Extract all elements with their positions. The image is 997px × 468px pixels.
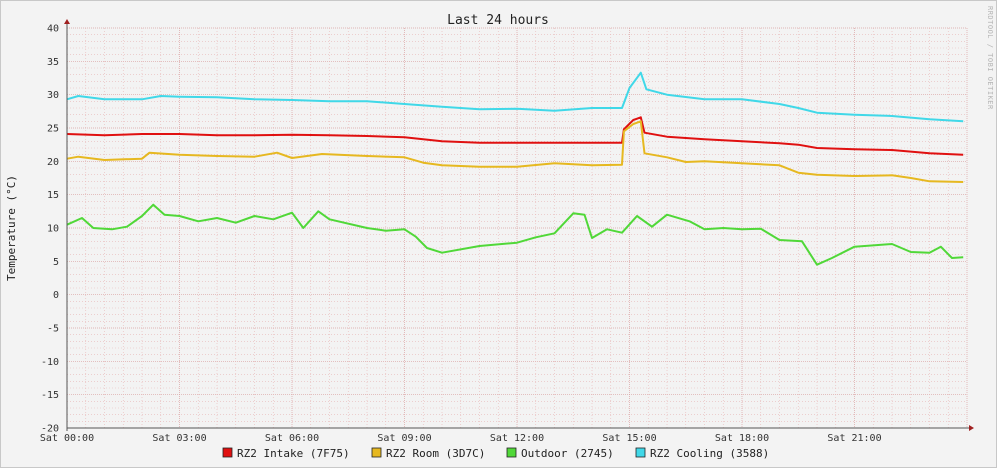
legend-label: RZ2 Cooling (3588) xyxy=(650,447,769,460)
series-line xyxy=(67,117,963,154)
chart-title: Last 24 hours xyxy=(447,13,549,28)
y-axis-label: Temperature (°C) xyxy=(5,175,18,281)
y-tick-label: -5 xyxy=(47,324,59,335)
legend: RZ2 Intake (7F75) RZ2 Room (3D7C) Outdoor … xyxy=(223,447,769,460)
series-lines xyxy=(67,73,963,265)
legend-label: RZ2 Intake (7F75) xyxy=(237,447,350,460)
series-line xyxy=(67,121,963,182)
legend-item: Outdoor (2745) xyxy=(507,447,614,460)
x-tick-label: Sat 21:00 xyxy=(827,433,881,444)
y-tick-label: -10 xyxy=(41,357,59,368)
y-tick-label: 5 xyxy=(53,257,59,268)
legend-item: RZ2 Cooling (3588) xyxy=(636,447,769,460)
y-axis-arrow xyxy=(64,19,70,24)
legend-label: Outdoor (2745) xyxy=(521,447,614,460)
legend-swatch xyxy=(636,448,645,457)
x-tick-label: Sat 18:00 xyxy=(715,433,769,444)
y-tick-label: -15 xyxy=(41,390,59,401)
rrdtool-watermark: RRDTOOL / TOBI OETIKER xyxy=(986,6,994,110)
series-line xyxy=(67,205,963,265)
legend-label: RZ2 Room (3D7C) xyxy=(386,447,485,460)
x-tick-label: Sat 03:00 xyxy=(152,433,206,444)
x-tick-label: Sat 09:00 xyxy=(377,433,431,444)
x-tick-labels: Sat 00:00 Sat 03:00 Sat 06:00 Sat 09:00 Sat … xyxy=(40,433,882,444)
y-tick-label: 20 xyxy=(47,157,59,168)
x-tick-label: Sat 00:00 xyxy=(40,433,94,444)
legend-swatch xyxy=(223,448,232,457)
x-tick-label: Sat 12:00 xyxy=(490,433,544,444)
y-tick-label: 40 xyxy=(47,24,59,35)
y-tick-label: 0 xyxy=(53,290,59,301)
x-tick-label: Sat 15:00 xyxy=(602,433,656,444)
legend-item: RZ2 Intake (7F75) xyxy=(223,447,350,460)
legend-item: RZ2 Room (3D7C) xyxy=(372,447,485,460)
y-tick-label: 30 xyxy=(47,90,59,101)
y-tick-label: 15 xyxy=(47,190,59,201)
x-tick-label: Sat 06:00 xyxy=(265,433,319,444)
x-axis-arrow xyxy=(969,425,974,431)
series-line xyxy=(67,73,963,122)
y-tick-label: 10 xyxy=(47,224,59,235)
axes xyxy=(64,19,974,431)
grid-lines xyxy=(67,28,967,428)
legend-swatch xyxy=(507,448,516,457)
y-tick-label: 25 xyxy=(47,124,59,135)
y-tick-label: 35 xyxy=(47,57,59,68)
legend-swatch xyxy=(372,448,381,457)
